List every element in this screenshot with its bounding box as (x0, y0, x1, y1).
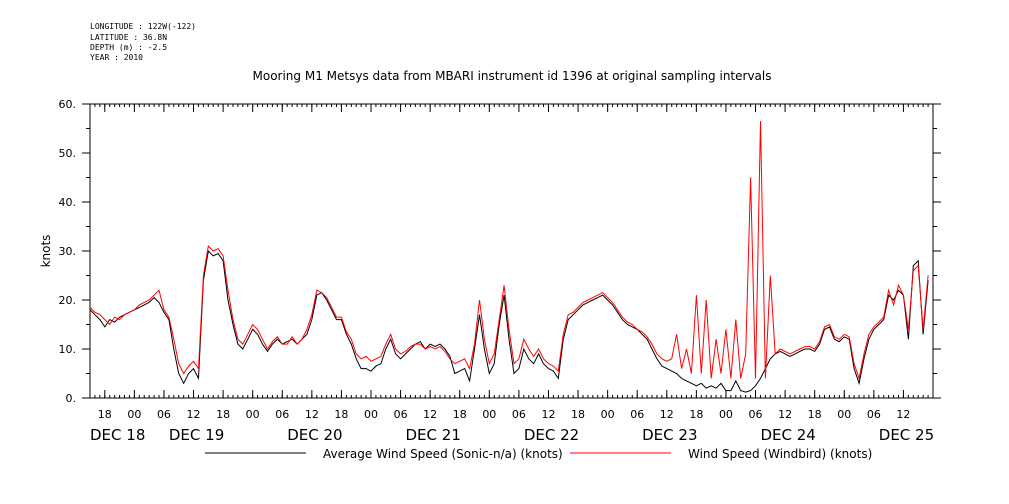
x-hour-tick-label: 06 (512, 408, 526, 421)
x-hour-tick-label: 18 (334, 408, 348, 421)
x-hour-tick-label: 12 (423, 408, 437, 421)
depth-text: DEPTH (m) : -2.5 (90, 43, 167, 52)
x-hour-tick-label: 12 (187, 408, 201, 421)
x-hour-tick-label: 12 (896, 408, 910, 421)
x-hour-tick-label: 06 (749, 408, 763, 421)
x-day-label: DEC 22 (524, 426, 579, 444)
x-hour-tick-label: 12 (305, 408, 319, 421)
x-hour-tick-label: 06 (394, 408, 408, 421)
x-hour-tick-label: 12 (660, 408, 674, 421)
x-hour-tick-label: 00 (601, 408, 615, 421)
legend-label-windbird: Wind Speed (Windbird) (knots) (688, 447, 872, 461)
chart-title: Mooring M1 Metsys data from MBARI instru… (253, 69, 772, 83)
x-hour-tick-label: 00 (837, 408, 851, 421)
y-tick-label: 40. (59, 196, 77, 209)
x-hour-tick-label: 18 (453, 408, 467, 421)
minor-ticks (89, 104, 934, 398)
x-hour-tick-label: 00 (719, 408, 733, 421)
x-hour-tick-label: 00 (364, 408, 378, 421)
x-hour-tick-label: 06 (630, 408, 644, 421)
y-tick-label: 0. (66, 392, 77, 405)
x-hour-tick-label: 12 (778, 408, 792, 421)
y-tick-label: 10. (59, 343, 77, 356)
x-day-label: DEC 23 (642, 426, 697, 444)
x-hour-tick-label: 00 (127, 408, 141, 421)
legend: Average Wind Speed (Sonic-n/a) (knots) W… (205, 447, 872, 461)
series-line-average-wind-speed (89, 249, 929, 393)
x-hour-tick-label: 00 (246, 408, 260, 421)
longitude-text: LONGITUDE : 122W(-122) (90, 22, 196, 31)
y-tick-label: 60. (59, 98, 77, 111)
y-tick-label: 30. (59, 245, 77, 258)
y-axis: 0. 10. 20. 30. 40. 50. 60. (59, 98, 941, 405)
latitude-text: LATITUDE : 36.8N (90, 33, 167, 42)
x-hour-tick-label: 06 (275, 408, 289, 421)
x-day-label: DEC 19 (169, 426, 224, 444)
series-layer (89, 121, 929, 393)
x-hour-tick-label: 12 (541, 408, 555, 421)
y-tick-label: 50. (59, 147, 77, 160)
x-hour-tick-label: 06 (157, 408, 171, 421)
y-tick-label: 20. (59, 294, 77, 307)
x-hour-tick-label: 18 (808, 408, 822, 421)
x-day-label: DEC 20 (287, 426, 342, 444)
x-hour-tick-label: 18 (571, 408, 585, 421)
x-day-label: DEC 24 (760, 426, 815, 444)
x-hour-tick-label: 18 (98, 408, 112, 421)
x-hour-tick-label: 00 (482, 408, 496, 421)
year-text: YEAR : 2010 (90, 53, 143, 62)
y-axis-label: knots (39, 235, 53, 268)
header-info: LONGITUDE : 122W(-122) LATITUDE : 36.8N … (90, 22, 196, 62)
x-hour-tick-label: 06 (867, 408, 881, 421)
x-hour-tick-label: 18 (689, 408, 703, 421)
x-day-label: DEC 25 (879, 426, 934, 444)
x-day-label: DEC 21 (406, 426, 461, 444)
x-day-label: DEC 18 (90, 426, 145, 444)
series-line-windbird (89, 121, 929, 381)
x-hour-tick-label: 18 (216, 408, 230, 421)
legend-label-average-wind-speed: Average Wind Speed (Sonic-n/a) (knots) (323, 447, 563, 461)
x-axis: 18 00 06 12 18 00 06 12 18 00 06 12 18 00 06 12 18 00 06 12… (90, 104, 934, 444)
